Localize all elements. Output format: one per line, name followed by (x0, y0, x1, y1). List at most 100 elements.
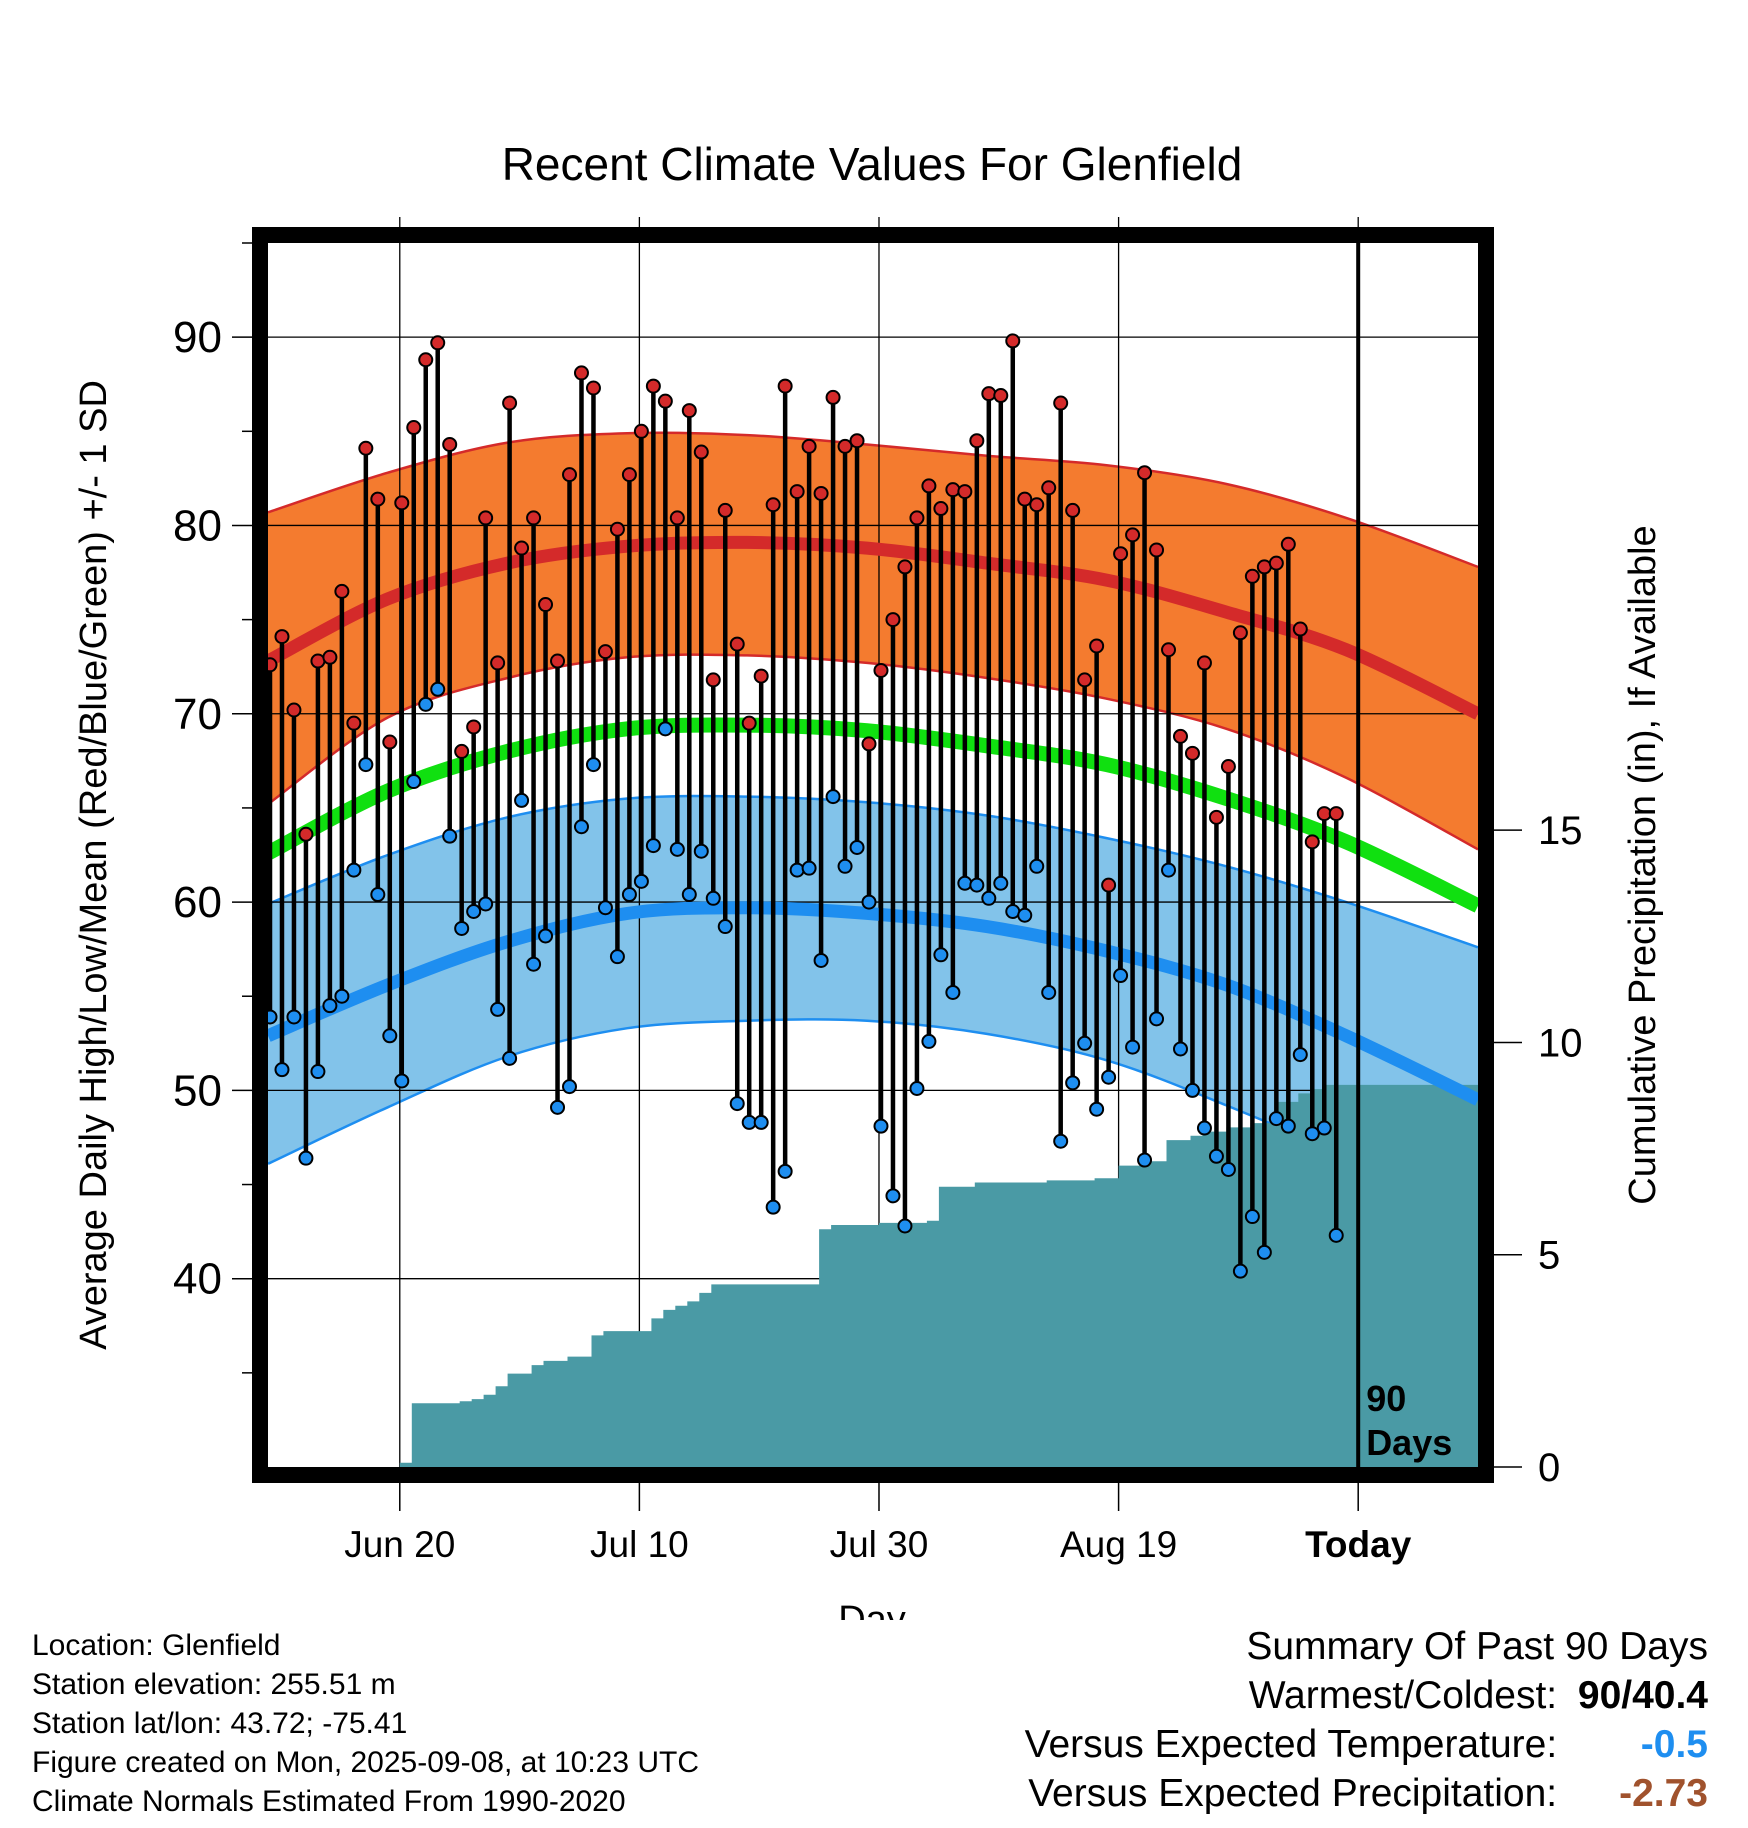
daily-high-point (538, 597, 554, 613)
daily-low-point (1065, 1075, 1081, 1091)
daily-high-point (382, 734, 398, 750)
daily-high-point (921, 478, 937, 494)
plot-frame (252, 227, 1494, 1483)
daily-low-point (1184, 1082, 1200, 1098)
daily-low-point (1101, 1069, 1117, 1085)
daily-low-point (645, 838, 661, 854)
daily-low-point (346, 862, 362, 878)
daily-low-point (274, 1062, 290, 1078)
daily-low-point (1172, 1041, 1188, 1057)
daily-high-point (609, 521, 625, 537)
daily-high-point (729, 636, 745, 652)
daily-low-point (502, 1050, 518, 1066)
y-tick-label-right: 15 (1538, 809, 1583, 853)
daily-low-point (609, 949, 625, 965)
daily-low-point (1029, 858, 1045, 874)
y-axis-right-label: Cumulative Precipitation (in), If Availa… (1622, 525, 1664, 1204)
daily-high-point (358, 440, 374, 456)
station-metadata: Location: Glenfield Station elevation: 2… (32, 1626, 699, 1821)
daily-high-point (478, 510, 494, 526)
daily-high-point (753, 668, 769, 684)
daily-low-point (993, 875, 1009, 891)
precip-departure-value: -2.73 (1619, 1772, 1708, 1815)
precip-departure-label: Versus Expected Precipitation: (1028, 1772, 1558, 1815)
daily-high-point (1232, 625, 1248, 641)
daily-low-point (1137, 1152, 1153, 1168)
daily-high-point (681, 403, 697, 419)
daily-low-point (597, 900, 613, 916)
daily-high-point (873, 662, 889, 678)
daily-high-point (1208, 809, 1224, 825)
x-tick-label: Jun 20 (344, 1524, 455, 1565)
created-text: Figure created on Mon, 2025-09-08, at 10… (32, 1746, 700, 1779)
daily-high-point (717, 502, 733, 518)
daily-low-point (945, 984, 961, 1000)
high-sd-lower-edge (268, 653, 1478, 851)
temp-departure-row: Versus Expected Temperature: -0.5 (1025, 1720, 1708, 1769)
daily-low-point (933, 947, 949, 963)
daily-low-point (705, 890, 721, 906)
daily-low-point (1077, 1035, 1093, 1051)
daily-low-point (1328, 1227, 1344, 1243)
daily-high-point (957, 484, 973, 500)
daily-low-point (514, 792, 530, 808)
daily-high-point (1005, 333, 1021, 349)
daily-high-point (837, 438, 853, 454)
daily-high-point (274, 629, 290, 645)
temp-departure-label: Versus Expected Temperature: (1024, 1723, 1558, 1766)
daily-high-point (861, 736, 877, 752)
daily-low-point (562, 1079, 578, 1095)
daily-high-point (597, 644, 613, 660)
daily-low-point (526, 956, 542, 972)
daily-low-point (1232, 1263, 1248, 1279)
daily-low-point (1280, 1118, 1296, 1134)
y-tick-label-right: 0 (1538, 1446, 1560, 1490)
daily-high-point (490, 655, 506, 671)
daily-low-point (358, 757, 374, 773)
daily-high-point (993, 388, 1009, 404)
daily-high-point (1113, 546, 1129, 562)
daily-high-point (1101, 877, 1117, 893)
warm-cold-value: 90/40.4 (1577, 1674, 1708, 1717)
precip-departure-row: Versus Expected Precipitation: -2.73 (1025, 1769, 1708, 1818)
daily-high-point (1184, 745, 1200, 761)
daily-high-point (885, 612, 901, 628)
daily-high-point (1137, 465, 1153, 481)
daily-high-point (370, 491, 386, 507)
daily-high-point (573, 365, 589, 381)
daily-low-point (1244, 1209, 1260, 1225)
daily-high-point (1077, 672, 1093, 688)
daily-high-point (1292, 621, 1308, 637)
daily-high-point (1089, 638, 1105, 654)
daily-low-point (1161, 862, 1177, 878)
daily-high-point (693, 444, 709, 460)
daily-low-point (298, 1150, 314, 1166)
x-tick-label: Today (1305, 1524, 1412, 1565)
summary-panel: Summary Of Past 90 Days Warmest/Coldest:… (1025, 1622, 1708, 1818)
daily-low-point (442, 828, 458, 844)
daily-low-point (478, 896, 494, 912)
daily-low-point (538, 928, 554, 944)
daily-high-point (825, 389, 841, 405)
daily-high-point (1268, 555, 1284, 571)
daily-high-point (981, 386, 997, 402)
daily-high-point (418, 352, 434, 368)
daily-high-point (1220, 758, 1236, 774)
daily-low-point (1208, 1148, 1224, 1164)
daily-high-point (777, 378, 793, 394)
daily-low-point (550, 1099, 566, 1115)
summary-heading: Summary Of Past 90 Days (1246, 1625, 1708, 1668)
temp-departure-value: -0.5 (1640, 1723, 1708, 1766)
daily-high-point (454, 743, 470, 759)
daily-high-point (502, 395, 518, 411)
daily-high-point (1172, 728, 1188, 744)
daily-high-point (1244, 568, 1260, 584)
daily-high-point (550, 653, 566, 669)
daily-high-point (322, 649, 338, 665)
daily-high-point (633, 423, 649, 439)
daily-low-point (789, 862, 805, 878)
daily-high-point (585, 380, 601, 396)
daily-low-point (1256, 1244, 1272, 1260)
daily-low-point (1304, 1126, 1320, 1142)
latlon-text: Station lat/lon: 43.72; -75.41 (32, 1707, 408, 1740)
